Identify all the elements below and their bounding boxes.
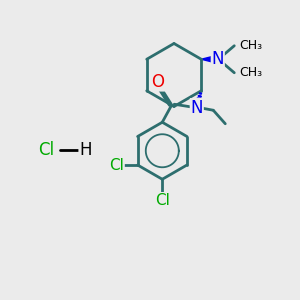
Text: H: H <box>79 141 92 159</box>
Text: Cl: Cl <box>109 158 124 172</box>
Text: N: N <box>190 99 203 117</box>
Text: O: O <box>151 73 164 91</box>
Text: CH₃: CH₃ <box>240 39 263 52</box>
Text: N: N <box>212 50 224 68</box>
Text: Cl: Cl <box>38 141 55 159</box>
Text: Cl: Cl <box>155 193 170 208</box>
Text: CH₃: CH₃ <box>240 66 263 79</box>
Polygon shape <box>201 56 213 62</box>
